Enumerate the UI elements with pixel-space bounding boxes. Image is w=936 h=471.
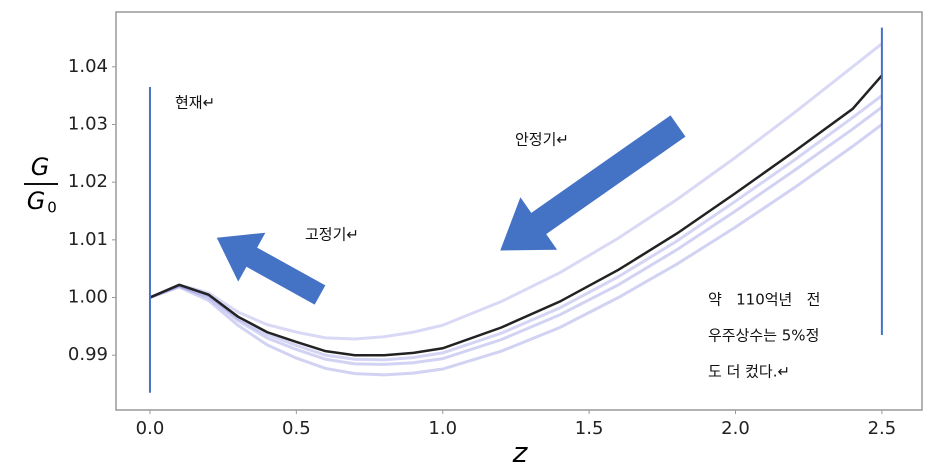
y-label-denominator: G — [27, 187, 46, 215]
y-label-numerator: G — [31, 153, 50, 181]
x-tick-label: 1.0 — [428, 418, 457, 439]
y-tick-label: 1.04 — [68, 56, 108, 77]
annotation: 도 더 컸다.↵ — [708, 363, 790, 381]
y-tick-label: 0.99 — [68, 344, 108, 365]
series-line — [149, 42, 883, 341]
x-tick-label: 1.5 — [575, 418, 604, 439]
annotation: 약 110억년 전 — [708, 291, 820, 309]
series-line — [149, 94, 883, 362]
x-tick-label: 0.0 — [136, 418, 165, 439]
x-axis-label: z — [512, 436, 529, 469]
arrow — [500, 115, 686, 251]
arrow — [216, 232, 326, 305]
y-tick-label: 1.03 — [68, 113, 108, 134]
plot-marks — [149, 42, 883, 377]
x-tick-label: 0.5 — [282, 418, 311, 439]
series-line — [149, 123, 883, 377]
y-tick-label: 1.00 — [68, 287, 108, 308]
series-line — [149, 74, 883, 357]
y-tick-label: 1.02 — [68, 171, 108, 192]
annotation: 안정기↵ — [515, 131, 569, 149]
y-tick-label: 1.01 — [68, 229, 108, 250]
y-axis-label: G G 0 — [24, 153, 58, 217]
annotation: 우주상수는 5%정 — [708, 327, 819, 345]
series-line — [149, 105, 883, 366]
x-tick-label: 2.5 — [868, 418, 897, 439]
y-label-subscript: 0 — [47, 199, 57, 217]
x-tick-label: 2.0 — [721, 418, 750, 439]
annotation: 고정기↵ — [305, 226, 359, 244]
annotation: 현재↵ — [175, 94, 215, 112]
